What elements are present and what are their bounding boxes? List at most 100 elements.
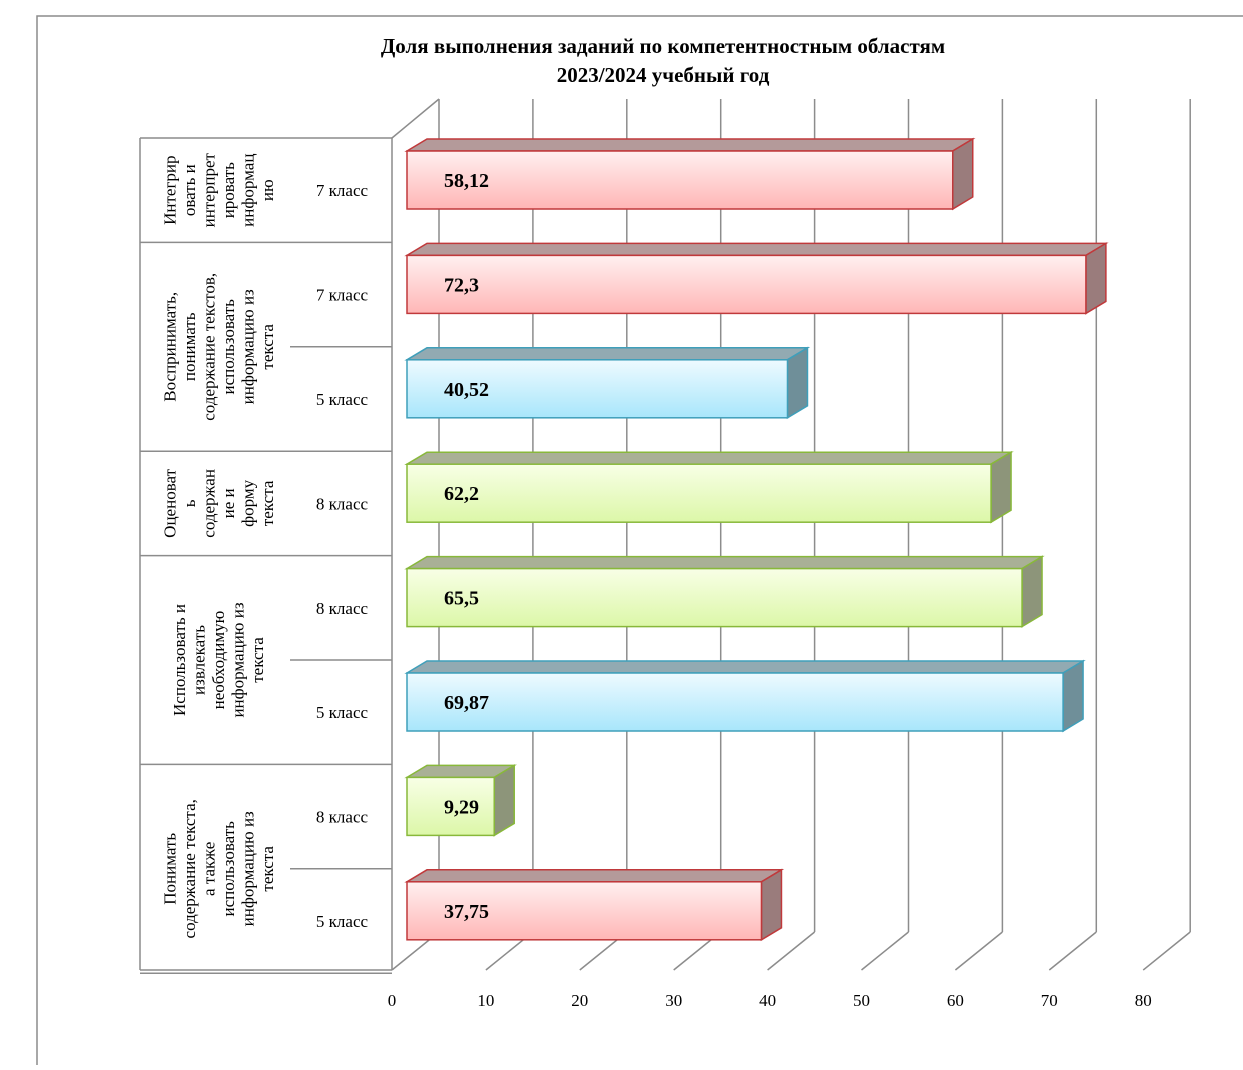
group-label-line: Понимать [160,833,179,905]
group-label-line: Интегрир [160,155,179,224]
bar: 40,52 [404,346,811,420]
group-label-line: текста [248,637,267,683]
group-label-line: Воспринимать, [160,292,179,402]
group-label-line: ь [180,499,199,507]
x-tick-label: 80 [1135,991,1152,1010]
category-label: 8 класс [316,599,369,618]
group-label-line: использовать [219,299,238,395]
x-axis-ticks: 0 10 20 30 40 50 60 70 80 [388,991,1152,1010]
bar-front-face [406,567,1023,628]
group-label-line: понимать [180,312,199,381]
group-label-line: информацию из [238,289,257,404]
group-label-3: Использовать и извлекать необходимую информ… [170,602,267,717]
category-label: 5 класс [316,390,369,409]
bar-side-face [1021,555,1043,628]
group-label-1: Воспринимать, понимать содержание текстов,… [160,273,277,421]
bar-side-face [990,450,1012,524]
grid-layer [140,98,1191,971]
floor-line-60 [954,931,1003,971]
group-label-line: ие и [219,488,238,518]
floor-line-70 [1048,931,1097,971]
data-label: 65,5 [444,588,479,610]
x-tick-label: 70 [1041,991,1058,1010]
group-label-line: содержание текста, [180,799,199,938]
bar-top-face [404,869,785,883]
group-label-line: необходимую [209,610,228,709]
chart-title-line-2: 2023/2024 учебный год [557,63,770,87]
left-wall-top [391,98,440,139]
bar-front-face [406,672,1064,732]
category-axis: 7 класс 7 класс 5 класс 8 класс 8 класс 5 кла… [139,137,392,974]
bar: 69,87 [404,659,1086,733]
x-tick-label: 20 [571,991,588,1010]
category-label: 7 класс [316,286,369,305]
group-label-2: Оценоват ь содержан ие и форму текста [160,468,277,537]
bar-side-face [786,346,809,420]
bar-side-face [1062,659,1084,733]
bar-side-face [1085,242,1107,315]
group-label-line: содержан [199,469,218,538]
data-label: 58,12 [444,170,489,192]
chart-title-line-1: Доля выполнения заданий по компетентност… [381,34,945,58]
x-tick-label: 0 [388,991,397,1010]
group-label-line: ировать [219,162,238,218]
data-label: 40,52 [444,379,489,401]
x-tick-label: 60 [947,991,964,1010]
data-label: 69,87 [444,692,489,714]
category-label: 7 класс [316,181,369,200]
bar-front-face [406,150,954,210]
bar-top-face [404,242,1109,257]
floor-line-40 [767,931,816,971]
chart-border [36,15,1243,1070]
group-label-line: текста [258,480,277,526]
group-label-line: а также [199,842,218,896]
floor-line-80 [1142,931,1191,971]
x-tick-label: 30 [665,991,682,1010]
category-label: 8 класс [316,808,369,827]
bar-front-face [406,254,1087,315]
bar-top-face [404,555,1045,570]
data-label: 72,3 [444,274,479,296]
group-label-line: интерпрет [199,153,218,228]
group-label-line: информац [238,154,257,227]
bar: 58,12 [404,137,976,211]
group-label-line: информацию из [238,811,257,926]
bar-top-face [404,347,811,361]
group-label-4: Понимать содержание текста, а также использ… [160,799,277,938]
data-label: 62,2 [444,483,479,505]
bar-front-face [406,463,992,523]
group-label-line: содержание текстов, [199,273,218,421]
bar: 72,3 [404,242,1109,315]
bar: 37,75 [404,868,785,942]
group-label-line: овать и [180,164,199,216]
group-label-line: форму [238,479,257,527]
category-label: 5 класс [316,703,369,722]
bar-side-face [760,868,783,942]
category-label: 8 класс [316,494,369,513]
group-label-line: текста [258,324,277,370]
bar-top-face [404,660,1086,674]
bar-front-face [406,359,789,419]
bar-side-face [951,137,974,211]
bar: 62,2 [404,450,1014,524]
x-tick-label: 40 [759,991,776,1010]
bar: 9,29 [404,764,517,837]
bar-top-face [404,451,1014,465]
bar-top-face [404,138,976,152]
data-label: 37,75 [444,901,489,923]
x-tick-label: 10 [477,991,494,1010]
bars-layer: 58,12 72,3 40,52 62,2 65,5 69,87 9,29 37,75 [404,137,1109,942]
group-label-line: извлекать [190,625,209,695]
group-label-0: Интегрир овать и интерпрет ировать информац и… [160,153,277,228]
group-label-line: информацию из [229,602,248,717]
floor-line-50 [861,931,909,971]
x-tick-label: 50 [853,991,870,1010]
group-label-line: Оценоват [160,468,179,537]
group-label-line: текста [258,846,277,892]
data-label: 9,29 [444,796,479,818]
bar: 65,5 [404,555,1045,628]
bar-side-face [493,764,515,837]
bar-front-face [406,776,495,837]
